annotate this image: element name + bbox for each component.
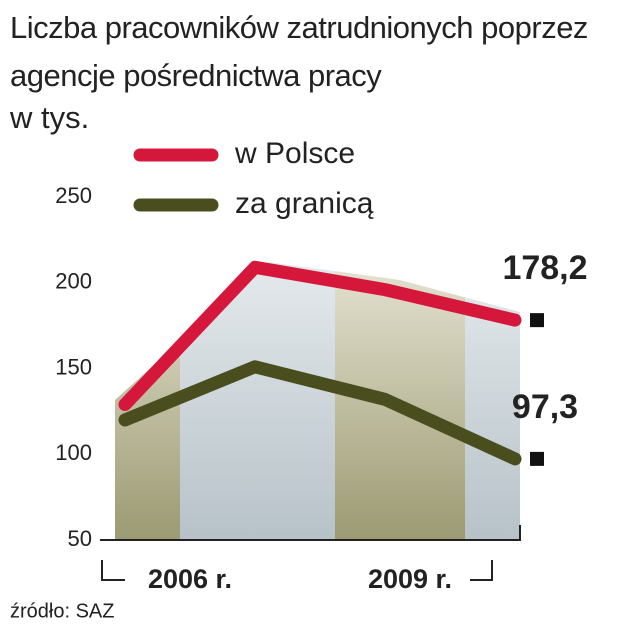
legend-label: za granicą: [235, 187, 374, 220]
y-tick-label: 250: [55, 183, 92, 208]
chart-title: Liczba pracowników zatrudnionych poprzez…: [10, 10, 588, 93]
series-line: [118, 260, 522, 412]
x-tick-label: 2006 r.: [148, 564, 232, 594]
source: źródło: SAZ: [10, 600, 114, 622]
chart-subtitle: w tys.: [10, 100, 90, 135]
y-tick-label: 200: [55, 269, 92, 294]
y-tick-label: 150: [55, 354, 92, 379]
y-tick-label: 100: [55, 440, 92, 465]
series-line: [118, 360, 522, 466]
end-marker: [530, 313, 544, 328]
x-bracket: [101, 560, 493, 581]
y-tick-label: 50: [68, 526, 92, 551]
value-label: 178,2: [502, 249, 587, 287]
end-marker: [530, 451, 544, 466]
legend-label: w Polsce: [234, 137, 355, 170]
x-tick-label: 2009 r.: [368, 564, 452, 594]
x-axis: [100, 525, 521, 541]
value-label: 97,3: [512, 388, 578, 426]
